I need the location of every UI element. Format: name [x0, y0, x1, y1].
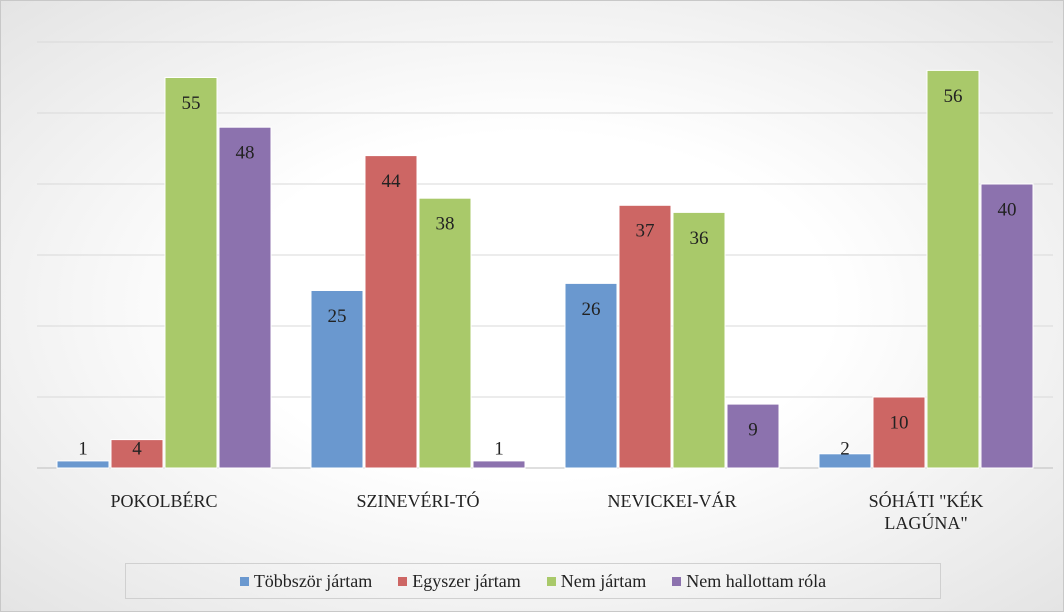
data-label: 26 [582, 299, 601, 320]
legend-label: Nem hallottam róla [686, 570, 827, 591]
bar [364, 155, 418, 469]
data-label: 44 [382, 171, 402, 192]
data-label: 4 [132, 438, 142, 459]
data-label: 40 [998, 199, 1017, 220]
data-label: 10 [890, 412, 909, 433]
data-label: 55 [182, 93, 201, 114]
legend-label: Egyszer jártam [412, 570, 521, 591]
bar [472, 460, 526, 469]
legend-label: Nem jártam [560, 570, 647, 591]
bar [672, 211, 726, 469]
bar [418, 197, 472, 469]
bar [926, 69, 980, 469]
bar [56, 460, 110, 469]
legend-swatch [398, 576, 408, 586]
data-label: 36 [690, 228, 709, 249]
x-tick-label: SZINEVÉRI-TÓ [356, 491, 480, 511]
bar [310, 290, 364, 469]
bar [218, 126, 272, 469]
data-label: 56 [944, 86, 963, 107]
data-label: 9 [748, 419, 758, 440]
legend-item: Egyszer jártam [398, 570, 521, 592]
x-tick-label: NEVICKEI-VÁR [607, 491, 737, 511]
bar [726, 403, 780, 469]
legend-swatch [546, 576, 556, 586]
legend-label: Többször jártam [253, 570, 373, 591]
bar [818, 453, 872, 469]
x-tick-label: SÓHÁTI "KÉK LAGÚNA" [868, 491, 984, 533]
x-tick-label: POKOLBÉRC [110, 491, 218, 511]
bar [618, 204, 672, 469]
legend-swatch [239, 576, 249, 586]
bar [110, 439, 164, 469]
legend-item: Nem hallottam róla [672, 571, 826, 592]
data-label: 48 [236, 143, 255, 164]
bar [564, 282, 618, 469]
bar [980, 183, 1034, 469]
legend-item: Nem jártam [546, 570, 647, 592]
data-label: 2 [840, 438, 850, 459]
legend-swatch [672, 576, 682, 586]
bar [872, 396, 926, 469]
data-label: 37 [636, 221, 655, 242]
legend-item: Többször jártam [239, 570, 373, 592]
bar [164, 77, 218, 469]
legend: Többször jártam Egyszer jártam Nem jártam N… [125, 563, 941, 599]
data-label: 1 [78, 438, 88, 459]
data-label: 1 [494, 438, 504, 459]
data-label: 25 [328, 306, 347, 327]
data-label: 38 [436, 214, 455, 235]
